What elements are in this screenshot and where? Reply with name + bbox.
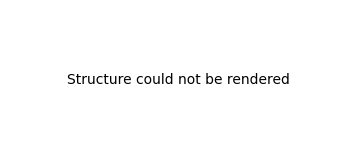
Text: Structure could not be rendered: Structure could not be rendered <box>67 73 290 87</box>
